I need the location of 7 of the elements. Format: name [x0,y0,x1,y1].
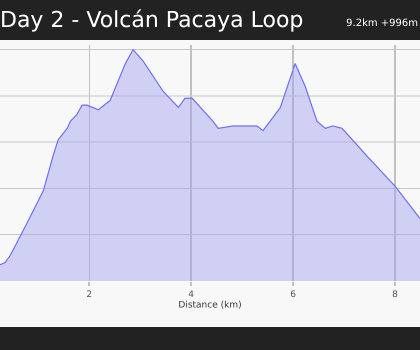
chart-title: Day 2 - Volcán Pacaya Loop [0,8,304,33]
x-tick-label: 6 [290,290,296,300]
x-tick-label: 4 [188,290,194,300]
x-axis-title: Distance (km) [178,300,242,311]
x-tick-label: 8 [392,290,398,300]
x-tick-label: 2 [86,290,92,300]
chart-subtitle: 9.2km +996m [346,18,418,29]
